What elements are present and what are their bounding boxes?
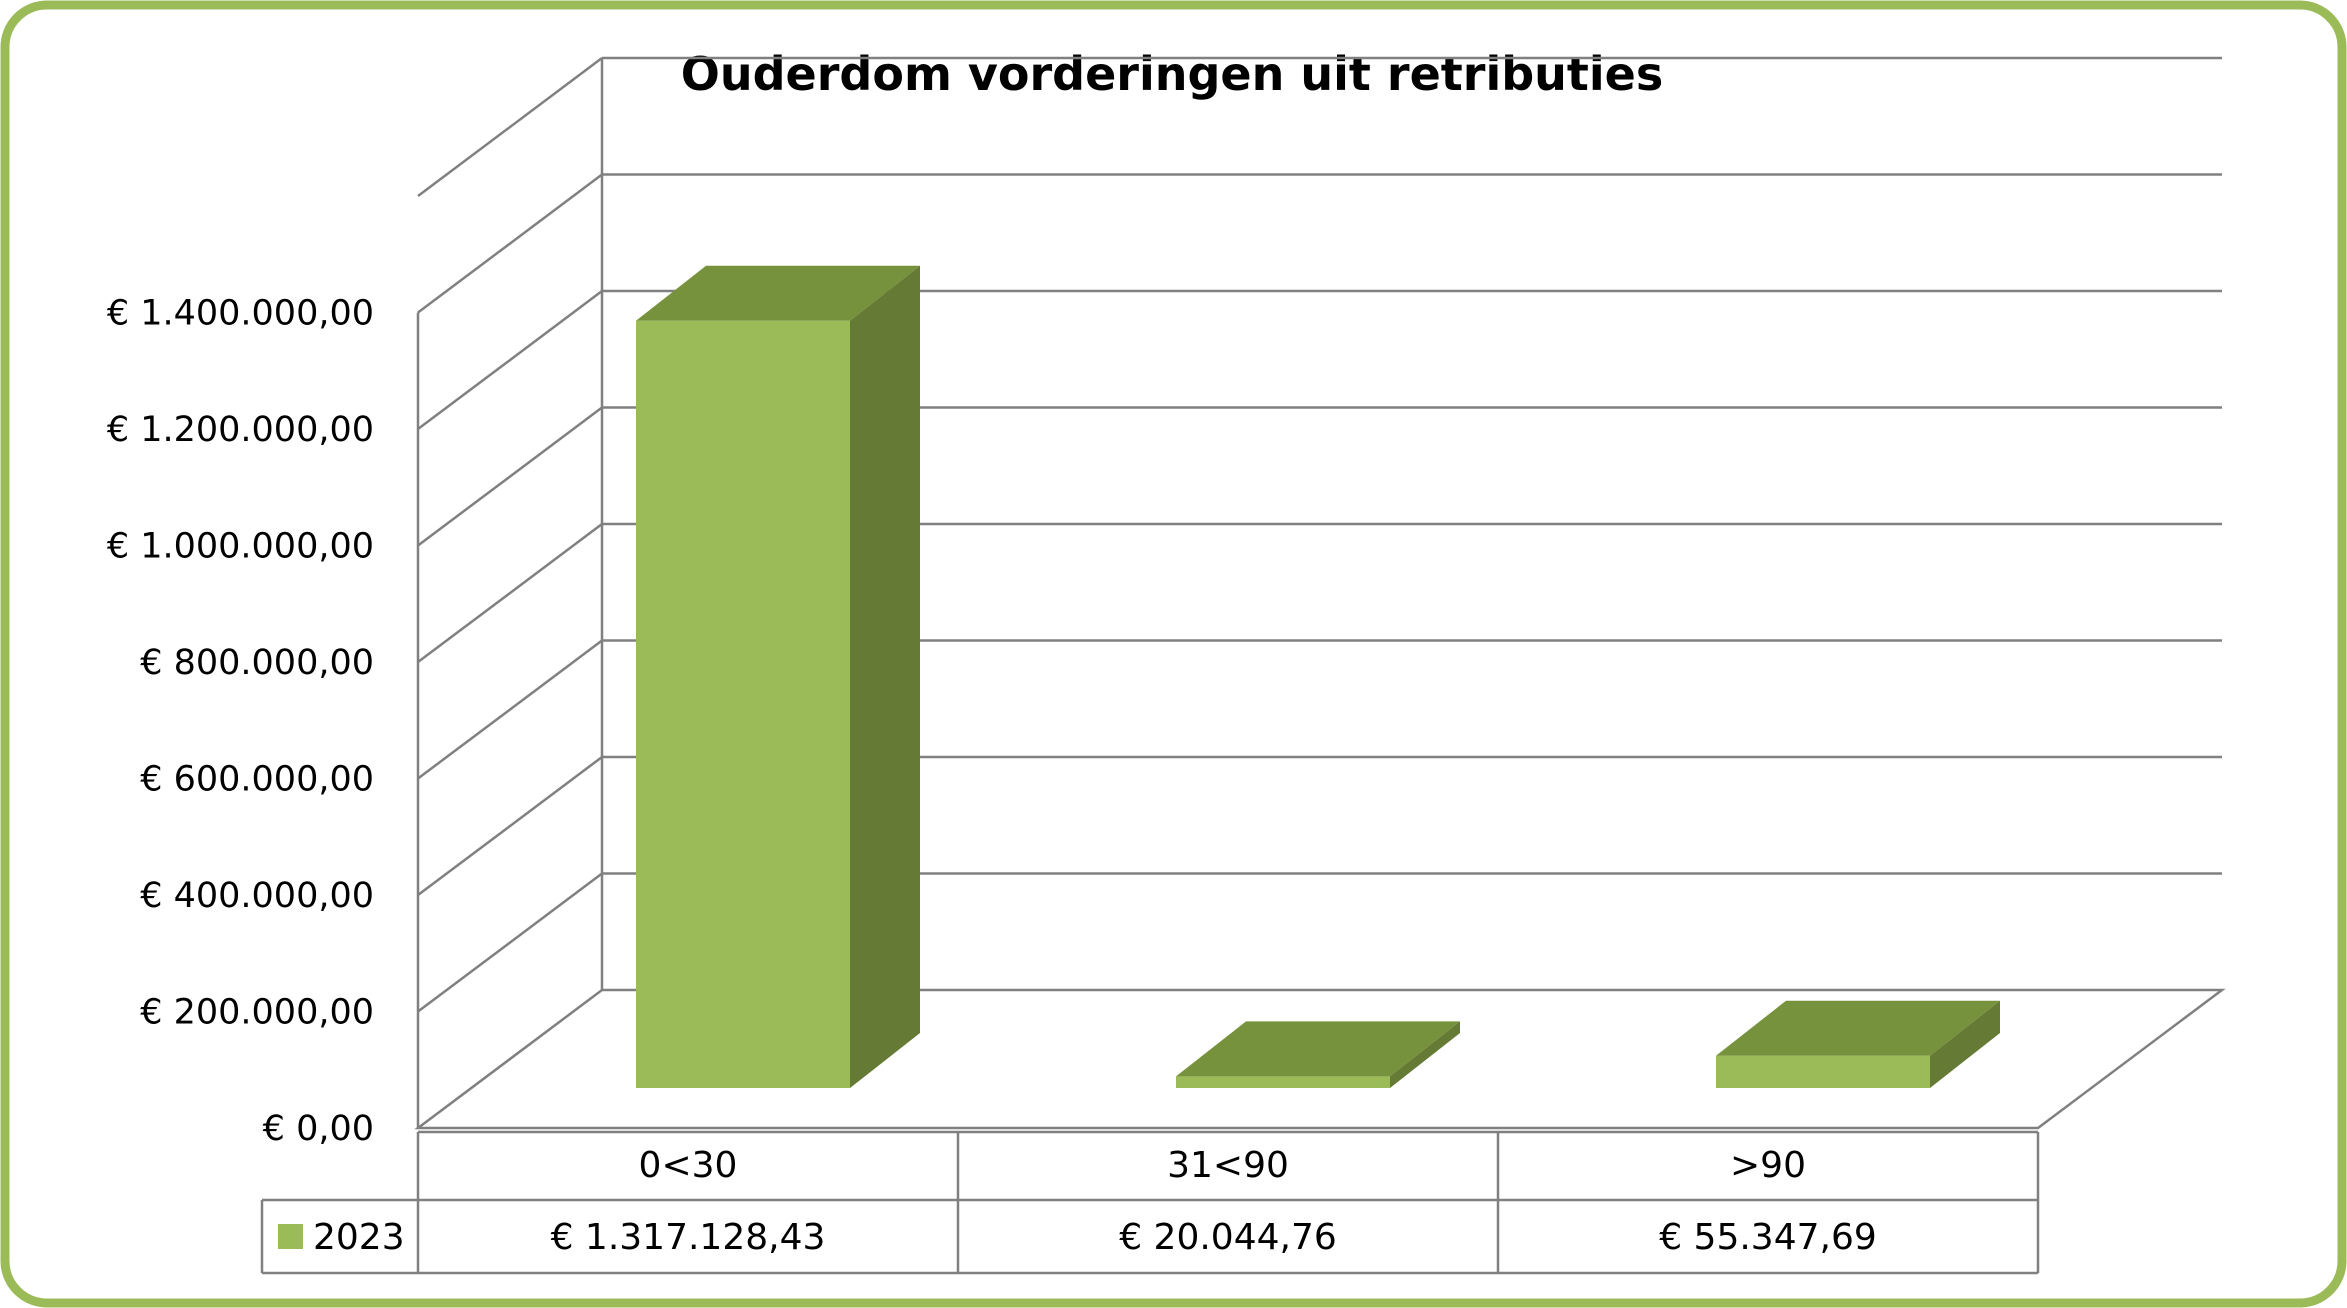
x-category-label: >90	[1730, 1145, 1806, 1186]
bar-top	[636, 265, 920, 321]
gridline-side	[417, 57, 603, 197]
bar-top	[1176, 1021, 1460, 1077]
gridline-side	[417, 756, 603, 896]
bar-front	[636, 320, 850, 1088]
y-tick-label: € 800.000,00	[140, 643, 374, 683]
y-tick-label: € 1.000.000,00	[107, 527, 374, 567]
y-tick-label: € 0,00	[263, 1109, 374, 1149]
legend-swatch	[278, 1224, 303, 1249]
bar-front	[1716, 1055, 1930, 1088]
floor	[414, 988, 2226, 1130]
bar-side	[1930, 1000, 2000, 1088]
data-table: 0<30 31<90 >90 € 1.317.128,43 € 20.044,76 € 5…	[260, 1130, 2040, 1275]
x-category-label: 0<30	[639, 1145, 738, 1186]
data-label: € 1.317.128,43	[551, 1217, 826, 1258]
gridline-side	[417, 173, 603, 314]
y-tick-label: € 1.200.000,00	[107, 410, 374, 450]
y-tick-label: € 400.000,00	[140, 876, 374, 916]
gridline-side	[417, 523, 603, 663]
bar-front	[1176, 1076, 1390, 1088]
y-tick-label: € 600.000,00	[140, 760, 374, 800]
gridline-side	[417, 290, 603, 430]
chart-title: Ouderdom vorderingen uit retributies	[681, 47, 1664, 101]
y-tick-label: € 200.000,00	[140, 993, 374, 1033]
bar-side	[850, 265, 920, 1088]
data-label: € 20.044,76	[1119, 1217, 1337, 1258]
x-category-label: 31<90	[1167, 1145, 1289, 1186]
bar-side	[1390, 1021, 1460, 1088]
gridline-side	[417, 872, 603, 1013]
bar	[1176, 1021, 1460, 1088]
bar	[636, 265, 920, 1088]
gridline-side	[417, 406, 603, 547]
bars	[636, 265, 2000, 1088]
bar	[1716, 1000, 2000, 1088]
y-tick-label: € 1.400.000,00	[107, 294, 374, 334]
legend-series-label: 2023	[313, 1217, 405, 1258]
bar-top	[1716, 1000, 2000, 1056]
data-label: € 55.347,69	[1659, 1217, 1877, 1258]
y-axis-tick-labels: € 0,00 € 200.000,00 € 400.000,00 € 600.000,…	[107, 294, 374, 1150]
gridline-side	[417, 639, 603, 780]
